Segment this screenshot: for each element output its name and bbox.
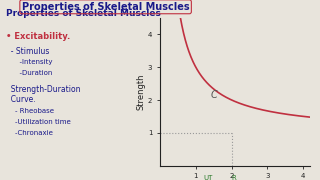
Text: -Utilization time: -Utilization time (6, 119, 71, 125)
Text: Strength-Duration: Strength-Duration (6, 85, 81, 94)
Text: -Intensity: -Intensity (6, 59, 53, 65)
Text: -Duration: -Duration (6, 70, 53, 76)
Text: • Excitability.: • Excitability. (6, 32, 71, 41)
Text: R: R (231, 176, 236, 180)
Text: Properties of Skeletal Muscles: Properties of Skeletal Muscles (6, 9, 161, 18)
Text: Properties of Skeletal Muscles: Properties of Skeletal Muscles (22, 2, 189, 12)
Y-axis label: Strength: Strength (136, 74, 145, 110)
Text: Curve.: Curve. (6, 95, 36, 104)
Text: - Stimulus: - Stimulus (6, 47, 50, 56)
Text: UT: UT (204, 176, 213, 180)
Text: -Chronaxie: -Chronaxie (6, 130, 53, 136)
Text: C: C (210, 90, 217, 100)
Text: - Rheobase: - Rheobase (6, 108, 54, 114)
